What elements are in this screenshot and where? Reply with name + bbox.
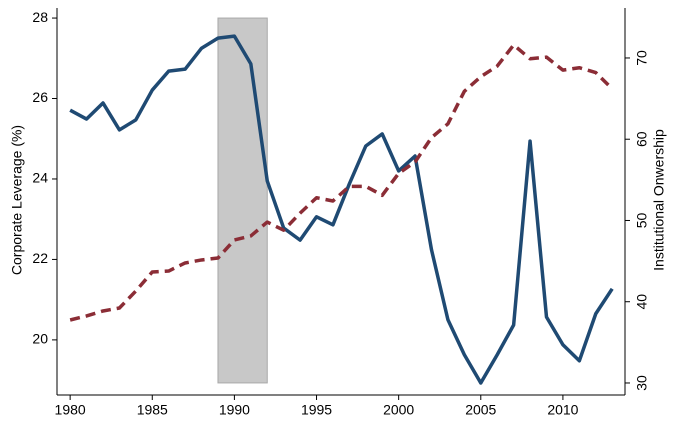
- x-tick-label: 1980: [55, 402, 86, 418]
- data-line: [69, 34, 614, 385]
- y2-tick-label: 60: [634, 131, 650, 147]
- x-tick-label: 2000: [383, 402, 414, 418]
- y-axis-label: Corporate Leverage (%): [9, 125, 25, 275]
- y2-axis-label: Institutional Onwership: [651, 129, 667, 271]
- x-tick-label: 2010: [547, 402, 578, 418]
- y2-tick-label: 50: [634, 212, 650, 228]
- x-tick-label: 1990: [219, 402, 250, 418]
- y2-tick-label: 40: [634, 294, 650, 310]
- x-tick-label: 1995: [301, 402, 332, 418]
- y-tick-label: 22: [32, 250, 48, 266]
- y2-tick-label: 70: [634, 50, 650, 66]
- y-tick-label: 20: [32, 331, 48, 347]
- x-tick-label: 2005: [465, 402, 496, 418]
- x-tick-label: 1985: [137, 402, 168, 418]
- y-tick-label: 28: [32, 9, 48, 25]
- y-tick-label: 26: [32, 89, 48, 105]
- data-line: [69, 43, 614, 322]
- y2-tick-label: 30: [634, 375, 650, 391]
- shaded-region: [217, 17, 268, 384]
- y-tick-label: 24: [32, 170, 48, 186]
